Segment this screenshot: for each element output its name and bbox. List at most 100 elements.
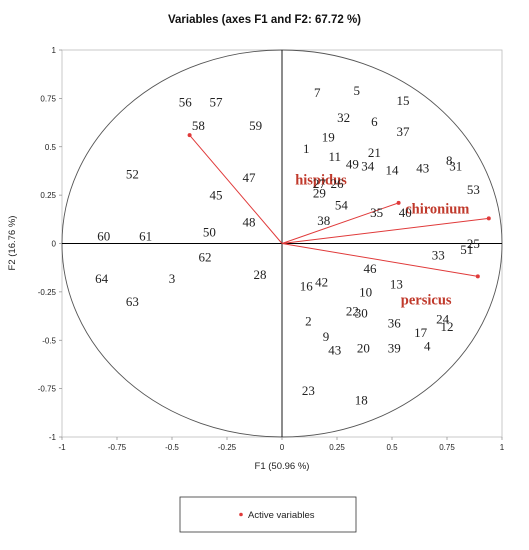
- observation-label: 8: [446, 153, 453, 168]
- observation-label: 2: [305, 313, 312, 328]
- variable-point: [475, 274, 480, 279]
- observation-label: 64: [95, 271, 109, 286]
- observation-label: 35: [370, 205, 383, 220]
- y-tick-label: -0.5: [42, 336, 56, 345]
- observation-label: 22: [346, 304, 359, 319]
- x-axis-label: F1 (50.96 %): [255, 461, 310, 472]
- observation-label: 29: [313, 186, 326, 201]
- y-tick-label: 0.25: [40, 191, 56, 200]
- observation-label: 54: [335, 197, 349, 212]
- observation-label: 6: [371, 114, 378, 129]
- observation-label: 61: [139, 228, 152, 243]
- legend-label: Active variables: [248, 510, 315, 521]
- legend: Active variables: [179, 496, 357, 533]
- variable-vectors: hispidus chironium persicus: [187, 133, 491, 309]
- observation-label: 59: [249, 118, 262, 133]
- observation-label: 39: [388, 340, 401, 355]
- observation-label: 15: [397, 93, 410, 108]
- observation-label: 30: [355, 306, 368, 321]
- y-tick-label: -0.75: [38, 385, 57, 394]
- variable-vector: [189, 134, 283, 244]
- legend-marker: [239, 512, 243, 517]
- observation-label: 31: [449, 159, 462, 174]
- variable-label: chironium: [405, 202, 469, 218]
- variable-point: [486, 216, 491, 221]
- x-tick-label: 0.75: [439, 443, 455, 452]
- observation-label: 16: [300, 279, 314, 294]
- observation-label: 43: [328, 342, 341, 357]
- observation-label: 45: [210, 188, 223, 203]
- observation-label: 12: [441, 319, 454, 334]
- observation-label: 50: [203, 224, 216, 239]
- y-tick-label: -0.25: [38, 288, 57, 297]
- observation-label: 3: [169, 271, 176, 286]
- observation-label: 18: [355, 393, 368, 408]
- x-tick-label: -0.75: [108, 443, 127, 452]
- x-tick-label: -0.25: [218, 443, 237, 452]
- observation-label: 49: [346, 157, 359, 172]
- variable-vector: [281, 243, 478, 277]
- x-tick-label: -1: [58, 443, 66, 452]
- observation-label: 9: [323, 329, 330, 344]
- variable-vector: [281, 217, 489, 244]
- observation-label: 32: [337, 110, 350, 125]
- observation-label: 37: [397, 124, 411, 139]
- chart-title: Variables (axes F1 and F2: 67.72 %): [168, 14, 361, 26]
- observation-label: 11: [329, 149, 342, 164]
- observation-label: 52: [126, 166, 139, 181]
- variable-point: [187, 133, 192, 138]
- y-tick-label: 0.75: [40, 94, 56, 103]
- observation-label: 57: [210, 95, 224, 110]
- observation-label: 42: [315, 275, 328, 290]
- observation-label: 46: [364, 261, 378, 276]
- observation-label: 25: [467, 236, 480, 251]
- observation-label: 20: [357, 340, 370, 355]
- observation-label: 13: [390, 277, 403, 292]
- observation-label: 33: [432, 248, 445, 263]
- observation-label: 60: [97, 228, 110, 243]
- observation-label: 7: [314, 85, 321, 100]
- observation-label: 28: [254, 267, 267, 282]
- x-tick-label: 0.5: [386, 443, 398, 452]
- observation-label: 1: [303, 141, 310, 156]
- y-tick-label: 1: [52, 46, 57, 55]
- tick-labels: -1 -0.75 -0.5 -0.25 0 0.25 0.5 0.75 110.750.50.2…: [38, 46, 505, 452]
- x-tick-label: -0.5: [165, 443, 179, 452]
- y-tick-label: 0: [52, 240, 57, 249]
- observation-label: 56: [179, 95, 193, 110]
- observation-label: 23: [302, 383, 315, 398]
- observation-label: 63: [126, 294, 139, 309]
- observation-label: 48: [243, 215, 256, 230]
- x-tick-label: 0.25: [329, 443, 345, 452]
- observation-label: 38: [317, 213, 330, 228]
- observation-label: 43: [416, 161, 429, 176]
- observation-label: 53: [467, 182, 480, 197]
- variable-label: hispidus: [295, 173, 347, 189]
- observation-label: 5: [354, 83, 361, 98]
- x-tick-label: 0: [280, 443, 285, 452]
- y-tick-label: 0.5: [45, 143, 57, 152]
- observation-label: 21: [368, 145, 381, 160]
- observation-label: 62: [199, 250, 212, 265]
- variable-vector: [281, 202, 399, 244]
- variable-label: persicus: [401, 293, 452, 309]
- observation-label: 58: [192, 118, 205, 133]
- y-tick-label: -1: [49, 433, 57, 442]
- observation-label: 10: [359, 284, 372, 299]
- x-tick-label: 1: [500, 443, 505, 452]
- observation-label: 36: [388, 315, 402, 330]
- observation-label: 24: [436, 311, 450, 326]
- observation-label: 17: [414, 325, 428, 340]
- observation-label: 19: [322, 130, 335, 145]
- observation-label: 4: [424, 339, 431, 354]
- observation-label: 27: [313, 176, 327, 191]
- observation-label: 26: [331, 176, 345, 191]
- observation-label: 47: [243, 170, 257, 185]
- variable-point: [396, 200, 401, 205]
- legend-box: [179, 496, 357, 533]
- observation-label: 40: [399, 205, 412, 220]
- observation-label: 14: [386, 162, 400, 177]
- observation-label: 51: [460, 242, 473, 257]
